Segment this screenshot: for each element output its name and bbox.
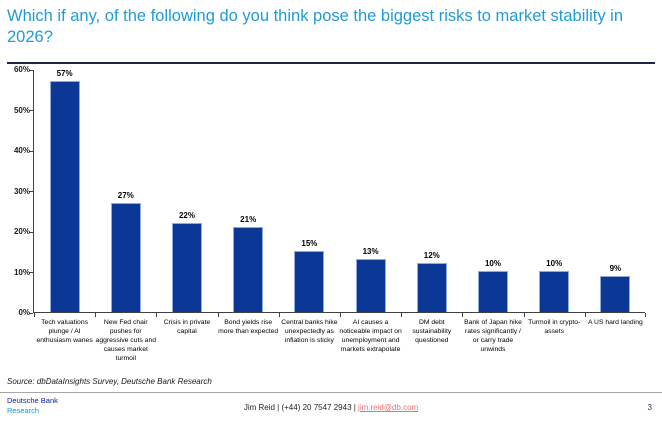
bar-value-label: 9% bbox=[609, 264, 622, 273]
contact-email-link[interactable]: jim.reid@db.com bbox=[358, 403, 419, 412]
x-axis-category-label: A US hard landing bbox=[587, 319, 643, 326]
y-axis-label: 0% bbox=[18, 308, 30, 317]
contact-line: Jim Reid | (+44) 20 7547 2943 | jim.reid… bbox=[0, 403, 662, 412]
brand-name: Deutsche Bank bbox=[7, 396, 58, 405]
y-axis-label: 60% bbox=[13, 65, 30, 74]
x-axis-tick bbox=[645, 313, 646, 317]
y-axis-label: 20% bbox=[13, 227, 30, 236]
bar-1 bbox=[49, 81, 80, 312]
x-axis-category-label: Turmoil in crypto-assets bbox=[528, 319, 581, 335]
x-axis-category-label: Tech valuations plunge / AI enthusiasm w… bbox=[36, 319, 93, 344]
source-note: Source: dbDataInsights Survey, Deutsche … bbox=[7, 377, 212, 386]
y-axis-tick bbox=[29, 312, 33, 314]
bar-4 bbox=[233, 227, 264, 312]
y-axis-label: 40% bbox=[13, 146, 30, 155]
brand-division: Research bbox=[7, 406, 40, 415]
y-axis-label: 50% bbox=[13, 105, 30, 115]
y-axis-label: 30% bbox=[13, 186, 30, 196]
x-axis-category-label: Bank of Japan hike rates significantly /… bbox=[464, 319, 522, 353]
x-axis-category-label: DM debt sustainability questioned bbox=[412, 319, 452, 344]
page-number: 3 bbox=[647, 403, 652, 412]
x-axis-category-label: Bond yields rise more than expected bbox=[218, 319, 279, 335]
y-axis-tick bbox=[29, 150, 33, 152]
bar-value-label: 13% bbox=[362, 247, 379, 256]
bar-value-label: 21% bbox=[240, 215, 257, 224]
bar-3 bbox=[172, 223, 202, 312]
x-axis-tick bbox=[156, 313, 158, 317]
bar-value-label: 22% bbox=[178, 211, 195, 220]
bar-10 bbox=[600, 276, 631, 312]
y-axis-tick bbox=[29, 69, 33, 71]
bar-value-label: 15% bbox=[301, 239, 318, 248]
bar-value-label: 27% bbox=[117, 191, 134, 200]
x-axis-tick bbox=[278, 313, 280, 317]
x-axis-tick bbox=[34, 313, 35, 317]
x-axis-category-label: New Fed chair pushes for aggressive cuts… bbox=[95, 319, 156, 362]
bar-6 bbox=[355, 259, 386, 312]
bar-2 bbox=[110, 203, 141, 312]
bar-5 bbox=[294, 251, 325, 312]
bar-9 bbox=[539, 271, 570, 312]
bar-value-label: 57% bbox=[56, 69, 73, 78]
x-axis-tick bbox=[462, 313, 464, 317]
page-title: Which if any, of the following do you th… bbox=[7, 7, 623, 46]
contact-text: Jim Reid | (+44) 20 7547 2943 | bbox=[243, 403, 359, 412]
y-axis-tick bbox=[29, 191, 33, 192]
x-axis-tick bbox=[95, 313, 97, 317]
y-axis-tick bbox=[29, 272, 33, 273]
x-axis-category-label: Central banks hike unexpectedly as infla… bbox=[281, 319, 338, 344]
bar-8 bbox=[478, 271, 508, 312]
bar-value-label: 10% bbox=[484, 259, 501, 268]
y-axis-label: 10% bbox=[13, 267, 30, 277]
y-axis-tick bbox=[29, 110, 33, 111]
footer-divider bbox=[0, 392, 662, 393]
bar-value-label: 12% bbox=[423, 251, 440, 260]
bar-7 bbox=[416, 263, 447, 312]
bar-chart: 0% 10% 20% 30% 40% 50% 60% 57% Tech valuations p… bbox=[0, 65, 662, 376]
x-axis-category-label: Crisis in private capital bbox=[163, 319, 211, 335]
title-divider bbox=[7, 62, 655, 64]
y-axis-tick bbox=[29, 231, 33, 233]
x-axis-tick bbox=[401, 313, 403, 317]
x-axis-tick bbox=[584, 313, 586, 317]
bar-value-label: 10% bbox=[546, 259, 563, 268]
x-axis-category-label: AI causes a noticeable impact on unemplo… bbox=[339, 319, 402, 353]
x-axis-tick bbox=[523, 313, 525, 317]
brand-logo: Deutsche Bank Research bbox=[7, 396, 58, 416]
x-axis-tick bbox=[340, 313, 341, 317]
x-axis-tick bbox=[217, 313, 219, 317]
chart-plot-area: 0% 10% 20% 30% 40% 50% 60% 57% Tech valuations p… bbox=[14, 65, 646, 362]
